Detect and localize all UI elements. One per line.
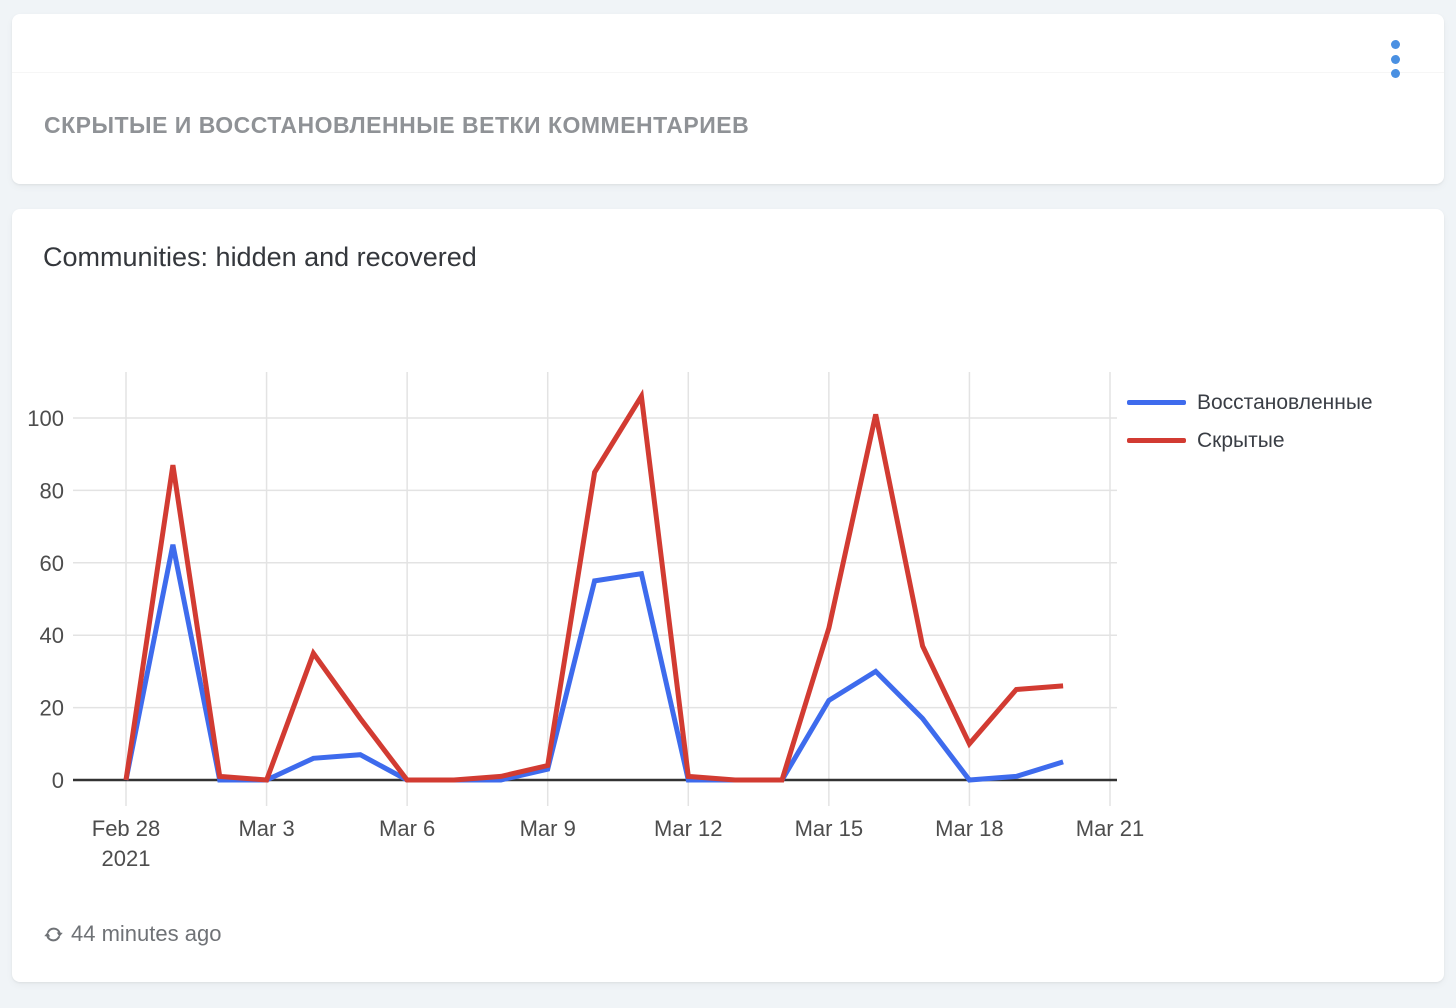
y-tick-label: 100 — [27, 406, 64, 431]
y-tick-label: 0 — [52, 768, 64, 793]
legend-swatch-hidden — [1127, 438, 1186, 443]
y-tick-label: 40 — [40, 623, 64, 648]
x-tick-label: Mar 15 — [795, 816, 863, 841]
line-chart: 0 20 40 60 80 100 Feb 28 2021 Mar 3 Mar 6 Mar 9 Mar… — [27, 372, 1144, 871]
x-tick-label: Mar 3 — [238, 816, 294, 841]
y-tick-label: 20 — [40, 696, 64, 721]
legend-item-hidden[interactable]: Скрытые — [1127, 427, 1373, 454]
x-tick-label: Mar 9 — [520, 816, 576, 841]
chart-title: Communities: hidden and recovered — [43, 242, 477, 272]
x-axis-tick-labels: Feb 28 2021 Mar 3 Mar 6 Mar 9 Mar 12 Mar 15 Mar… — [92, 816, 1144, 871]
x-tick-sublabel: 2021 — [102, 846, 151, 871]
x-tick-label: Mar 21 — [1076, 816, 1144, 841]
y-tick-label: 60 — [40, 551, 64, 576]
vertical-gridlines — [125, 372, 1111, 806]
series-line-hidden — [123, 388, 1064, 783]
last-refresh-indicator[interactable]: 44 minutes ago — [43, 921, 221, 947]
widget-header-card: СКРЫТЫЕ И ВОССТАНОВЛЕННЫЕ ВЕТКИ КОММЕНТА… — [12, 14, 1444, 184]
widget-title: СКРЫТЫЕ И ВОССТАНОВЛЕННЫЕ ВЕТКИ КОММЕНТА… — [44, 112, 750, 138]
card-header-divider — [12, 72, 1444, 73]
refresh-icon — [44, 927, 63, 941]
legend-label-recovered: Восстановленные — [1197, 390, 1373, 414]
y-axis-tick-labels: 0 20 40 60 80 100 — [27, 406, 64, 793]
legend-label-hidden: Скрытые — [1197, 428, 1285, 452]
chart-card: Communities: hidden and recovered 0 20 40 6… — [12, 209, 1444, 982]
legend-item-recovered[interactable]: Восстановленные — [1127, 389, 1373, 416]
x-tick-label: Feb 28 — [92, 816, 161, 841]
legend-swatch-recovered — [1127, 400, 1186, 405]
kebab-dot — [1390, 69, 1400, 78]
series-line-recovered — [123, 544, 1064, 783]
kebab-menu-icon[interactable] — [1386, 39, 1404, 79]
last-refresh-text: 44 minutes ago — [71, 921, 222, 946]
x-tick-label: Mar 6 — [379, 816, 435, 841]
horizontal-gridlines — [73, 417, 1117, 709]
kebab-dot — [1390, 40, 1400, 49]
chart-legend: Восстановленные Скрытые — [1127, 389, 1373, 454]
x-tick-label: Mar 18 — [935, 816, 1003, 841]
kebab-dot — [1390, 54, 1400, 64]
y-tick-label: 80 — [40, 478, 64, 503]
x-tick-label: Mar 12 — [654, 816, 722, 841]
